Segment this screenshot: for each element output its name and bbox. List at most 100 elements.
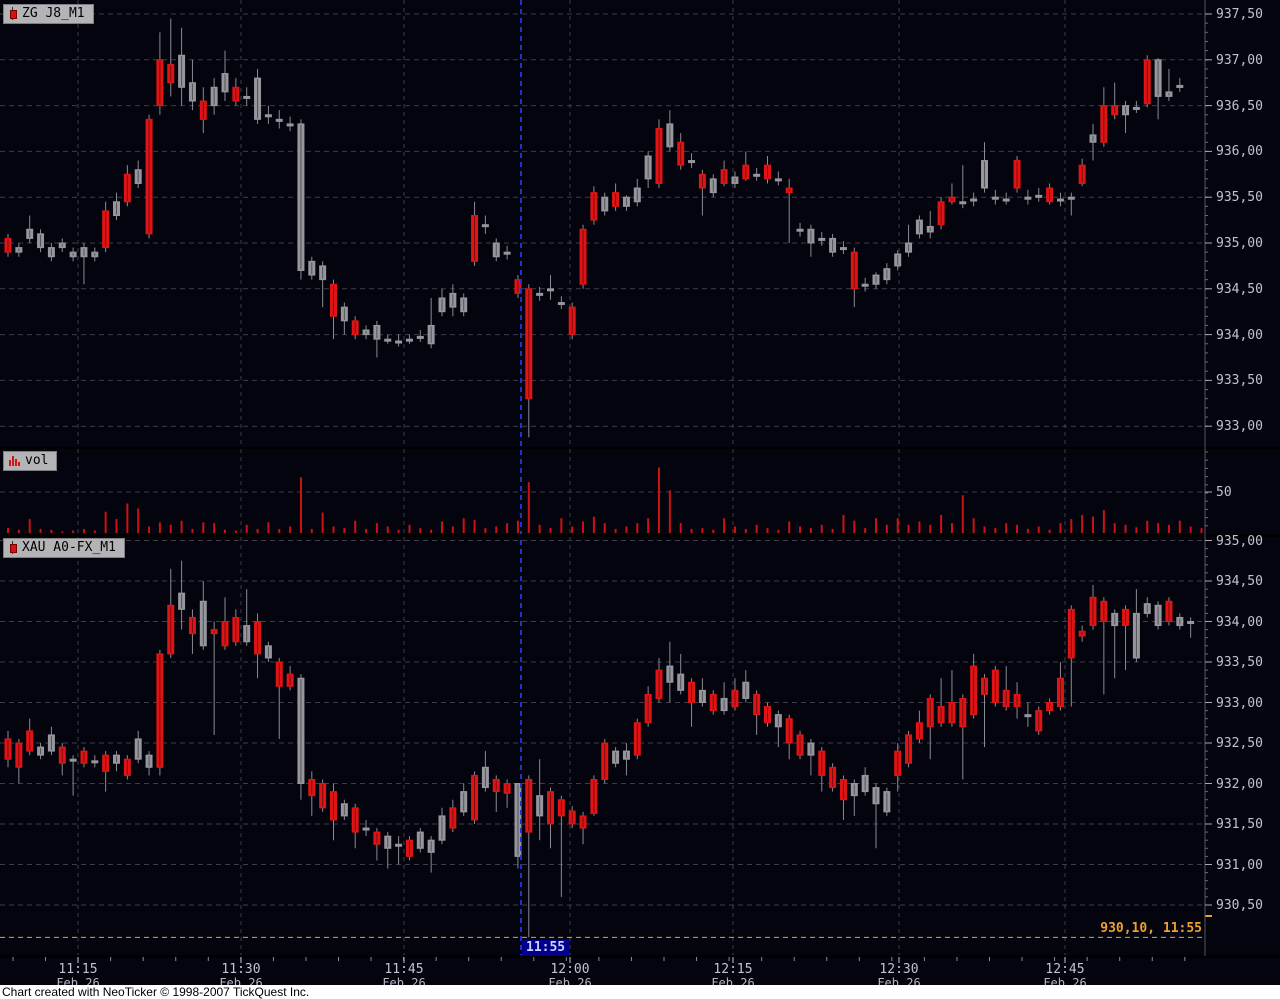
symbol-badge-zg[interactable]: ZG J8_M1 xyxy=(3,4,94,24)
candle-body-down xyxy=(492,778,500,793)
price-axis-label: 937,00 xyxy=(1216,52,1263,68)
candlestick-icon xyxy=(8,7,17,20)
candle-body-down xyxy=(655,669,663,699)
candle-body-down xyxy=(232,616,240,643)
candle-body-down xyxy=(612,192,620,207)
indicator-badge-vol[interactable]: vol xyxy=(3,451,58,471)
candle-body-down xyxy=(503,783,511,794)
symbol-badge-xau-label: XAU A0-FX_M1 xyxy=(22,540,116,555)
candle-body-up xyxy=(69,251,77,258)
candle-body-up xyxy=(536,292,544,296)
candle-body-down xyxy=(655,128,663,184)
candle-body-up xyxy=(612,750,620,764)
candle-body-down xyxy=(709,693,717,712)
candle-body-up xyxy=(145,754,153,768)
candle-body-down xyxy=(579,815,587,829)
candle-body-down xyxy=(785,718,793,744)
candle-body-up xyxy=(264,114,272,118)
candle-body-up xyxy=(666,123,674,148)
symbol-badge-xau[interactable]: XAU A0-FX_M1 xyxy=(3,538,125,558)
candle-body-down xyxy=(829,766,837,789)
candle-body-up xyxy=(69,758,77,762)
time-axis-label: 12:15 xyxy=(713,962,753,977)
panel-separator xyxy=(0,534,1280,537)
candle-body-down xyxy=(753,693,761,716)
candle-body-up xyxy=(1089,134,1097,143)
candle-body-up xyxy=(1024,196,1032,200)
price-axis-label: 933,50 xyxy=(1216,373,1263,389)
candle-body-down xyxy=(1143,59,1151,105)
candle-body-down xyxy=(1013,693,1021,708)
candle-body-up xyxy=(601,196,609,212)
candle-body-down xyxy=(981,677,988,695)
candle-body-up xyxy=(58,242,66,249)
time-axis-label: 11:30 xyxy=(221,962,261,977)
price-axis-label: 936,50 xyxy=(1216,98,1263,114)
candle-body-up xyxy=(1132,612,1140,659)
time-axis-label: 12:00 xyxy=(550,962,590,977)
candle-body-up xyxy=(26,228,34,239)
candle-body-up xyxy=(460,297,468,313)
candle-body-down xyxy=(199,100,207,120)
price-axis-label: 50 xyxy=(1216,485,1232,500)
candle-body-up xyxy=(1154,604,1162,627)
candle-body-up xyxy=(188,82,196,102)
candle-body-down xyxy=(525,288,533,400)
candle-body-down xyxy=(959,697,967,728)
candle-body-up xyxy=(850,783,858,797)
candle-body-down xyxy=(102,754,110,772)
candle-body-down xyxy=(405,839,413,857)
candle-body-down xyxy=(698,173,706,189)
candle-body-up xyxy=(1056,198,1064,202)
candle-body-up xyxy=(178,592,186,610)
candle-body-down xyxy=(514,279,522,294)
price-axis-label: 933,50 xyxy=(1216,655,1263,670)
symbol-badge-zg-label: ZG J8_M1 xyxy=(22,6,85,21)
candle-body-down xyxy=(275,661,283,687)
candle-body-up xyxy=(37,746,45,756)
candle-body-up xyxy=(926,226,934,233)
candle-body-down xyxy=(123,173,131,203)
candle-body-down xyxy=(471,774,479,821)
candle-body-down xyxy=(764,706,771,724)
candle-body-down xyxy=(1111,105,1119,116)
candle-body-up xyxy=(807,228,815,244)
candle-body-up xyxy=(80,247,88,258)
candle-body-up xyxy=(416,335,424,339)
candle-body-down xyxy=(4,738,12,760)
candle-body-down xyxy=(764,164,771,180)
candle-body-down xyxy=(731,689,739,708)
candle-body-up xyxy=(753,173,761,177)
candle-body-down xyxy=(568,810,576,825)
candle-body-down xyxy=(232,86,240,102)
candle-body-up xyxy=(91,251,99,258)
candle-body-up xyxy=(395,340,403,344)
candle-body-up xyxy=(774,714,782,728)
candle-body-down xyxy=(839,778,847,801)
candle-body-down xyxy=(80,750,88,764)
candle-body-up xyxy=(731,176,739,184)
price-axis-label: 934,50 xyxy=(1216,574,1263,589)
candle-body-up xyxy=(481,766,489,789)
candle-body-up xyxy=(405,338,413,342)
candle-body-down xyxy=(937,201,945,226)
candle-body-up xyxy=(243,625,251,643)
candle-body-up xyxy=(134,738,142,760)
candle-body-up xyxy=(481,224,489,228)
candle-body-down xyxy=(677,141,685,166)
candle-body-down xyxy=(254,621,262,655)
candle-body-up xyxy=(362,827,370,831)
candle-body-up xyxy=(319,265,327,281)
candle-body-down xyxy=(525,778,533,833)
candle-body-down xyxy=(785,187,793,194)
candle-body-down xyxy=(145,118,153,235)
candle-body-down xyxy=(188,616,196,635)
candle-body-down xyxy=(102,210,110,249)
candle-body-up xyxy=(644,155,652,180)
candle-body-down xyxy=(850,251,858,290)
candle-body-up xyxy=(839,247,847,251)
candle-body-down xyxy=(915,722,923,740)
candle-body-down xyxy=(4,237,12,253)
time-axis-label: 11:15 xyxy=(58,962,98,977)
